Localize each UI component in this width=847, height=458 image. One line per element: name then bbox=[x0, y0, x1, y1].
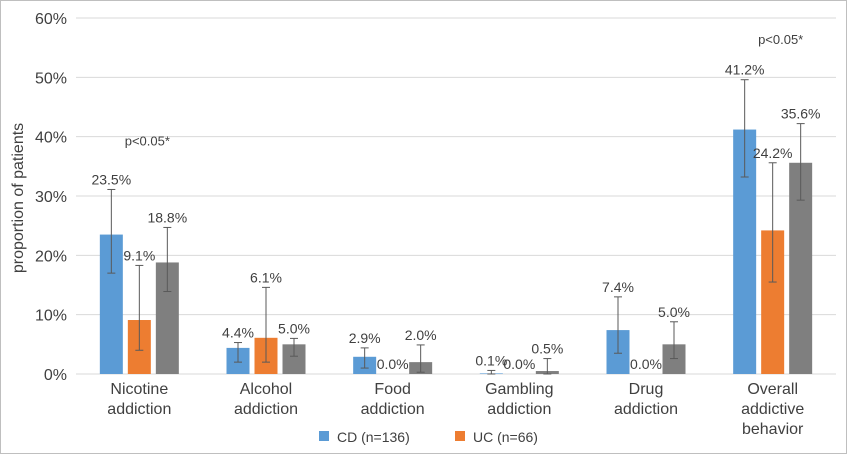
data-label: 18.8% bbox=[147, 209, 187, 225]
annotations: p<0.05* p<0.05* bbox=[125, 32, 804, 148]
bar bbox=[761, 230, 785, 374]
gridlines bbox=[76, 17, 836, 375]
y-tick-label: 60% bbox=[35, 11, 67, 28]
data-label: 6.1% bbox=[250, 269, 282, 285]
data-label: 2.9% bbox=[349, 330, 381, 346]
bar bbox=[155, 262, 179, 374]
bar bbox=[99, 234, 123, 374]
y-tick-label: 0% bbox=[44, 367, 67, 384]
legend-swatch bbox=[455, 431, 465, 441]
category-label: addiction bbox=[614, 401, 678, 418]
data-label: 9.1% bbox=[123, 247, 155, 263]
category-label: addiction bbox=[234, 401, 298, 418]
data-label: 0.0% bbox=[377, 356, 409, 372]
data-label: 7.4% bbox=[602, 279, 634, 295]
category-label: Nicotine bbox=[110, 381, 168, 398]
significance-annotation: p<0.05* bbox=[758, 32, 803, 47]
category-label: addiction bbox=[107, 401, 171, 418]
data-label: 23.5% bbox=[91, 171, 131, 187]
y-tick-label: 50% bbox=[35, 70, 67, 87]
category-label: Alcohol bbox=[240, 381, 292, 398]
y-axis-label: proportion of patients bbox=[10, 123, 27, 273]
y-tick-label: 40% bbox=[35, 130, 67, 147]
x-axis-categories: Nicotine addiction Alcohol addiction Food add… bbox=[107, 381, 804, 438]
bars bbox=[99, 129, 813, 374]
y-axis-ticks: 0% 10% 20% 30% 40% 50% 60% bbox=[35, 11, 67, 384]
category-label: Food bbox=[374, 381, 410, 398]
bar bbox=[733, 129, 757, 374]
error-bars bbox=[107, 79, 805, 375]
bar bbox=[789, 162, 813, 374]
category-label: behavior bbox=[742, 421, 804, 438]
data-label: 2.0% bbox=[405, 327, 437, 343]
category-label: Gambling bbox=[485, 381, 553, 398]
category-label: addiction bbox=[361, 401, 425, 418]
data-label: 5.0% bbox=[658, 304, 690, 320]
legend-swatch bbox=[319, 431, 329, 441]
data-label: 4.4% bbox=[222, 325, 254, 341]
data-label: 24.2% bbox=[753, 145, 793, 161]
bar bbox=[282, 344, 306, 374]
data-label: 0.1% bbox=[475, 352, 507, 368]
data-label: 35.6% bbox=[781, 106, 821, 122]
data-label: 41.2% bbox=[725, 62, 765, 78]
category-label: Overall bbox=[747, 381, 798, 398]
legend: CD (n=136) UC (n=66) bbox=[319, 429, 538, 445]
bar bbox=[662, 344, 686, 374]
data-label: 0.0% bbox=[630, 356, 662, 372]
category-label: addiction bbox=[487, 401, 551, 418]
y-tick-label: 30% bbox=[35, 189, 67, 206]
y-tick-label: 10% bbox=[35, 308, 67, 325]
category-label: Drug bbox=[629, 381, 664, 398]
data-label: 0.0% bbox=[503, 356, 535, 372]
data-label: 5.0% bbox=[278, 320, 310, 336]
category-label: addictive bbox=[741, 401, 804, 418]
significance-annotation: p<0.05* bbox=[125, 134, 170, 149]
data-labels: 23.5% 9.1% 18.8% 4.4% 6.1% 5.0% 2.9% 0.0% 2.0% 0.… bbox=[91, 62, 820, 372]
legend-entry: CD (n=136) bbox=[337, 429, 410, 445]
data-label: 0.5% bbox=[531, 341, 563, 357]
y-tick-label: 20% bbox=[35, 248, 67, 265]
legend-entry: UC (n=66) bbox=[473, 429, 538, 445]
